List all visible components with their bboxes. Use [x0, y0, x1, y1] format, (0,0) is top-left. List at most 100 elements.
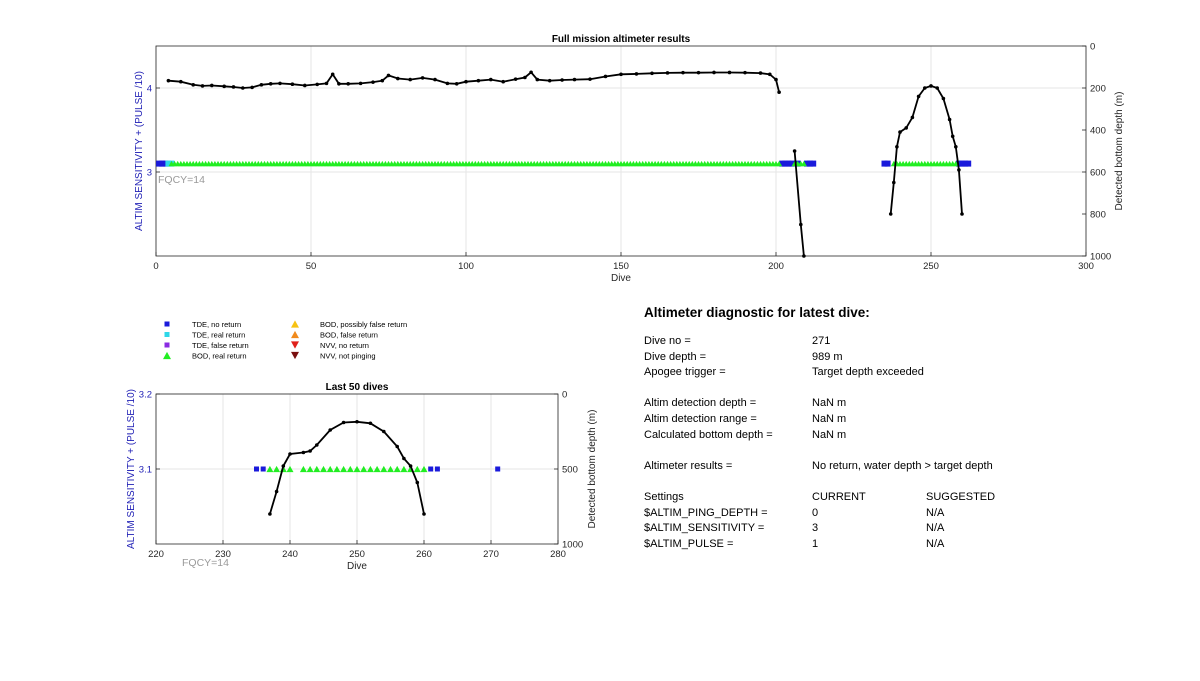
y-tick-label-left: 4 [147, 84, 152, 95]
apogee-depth-point [792, 149, 797, 153]
legend-marker-triangle-up [163, 351, 171, 360]
tde-no-return-marker [428, 466, 434, 472]
y-tick-label-left: 3.1 [139, 465, 152, 476]
x-tick-label: 280 [550, 549, 566, 560]
y-tick-label-left: 3 [147, 168, 152, 179]
apogee-depth-point [355, 419, 359, 424]
bod-real-return-marker [340, 465, 348, 473]
x-tick-label: 50 [306, 261, 317, 272]
y-ticks-left: 3.1 3.2 [139, 390, 160, 476]
bod-real-return-marker [387, 465, 394, 473]
apogee-depth-point [328, 428, 333, 432]
full-mission-chart: 0 50 100 150 200 250 3003402004006008001000Ful… [134, 34, 1125, 284]
tde-no-return-marker [962, 160, 969, 167]
apogee-depth-point [941, 96, 946, 101]
apogee-depth-point [371, 80, 375, 84]
apogee-depth-point [529, 70, 533, 75]
legend-item: TDE, no return [164, 320, 241, 329]
y-tick-label-right: 400 [1090, 126, 1106, 137]
diag-value: NaN m [812, 428, 847, 441]
apogee-depth-point [929, 84, 933, 88]
apogee-depth-point [337, 82, 341, 86]
diagnostic-panel: Altimeter diagnostic for latest dive: Di… [644, 305, 1184, 553]
diag-label: Apogee trigger = [644, 366, 726, 379]
tde-no-return-marker [788, 160, 795, 167]
apogee-depth-point [191, 83, 195, 87]
settings-header: Settings CURRENT SUGGESTED [644, 491, 1184, 507]
y-tick-label-right: 1000 [1090, 252, 1111, 263]
apogee-depth-point [523, 75, 527, 80]
legend-label: BOD, real return [192, 352, 247, 361]
legend-label: BOD, false return [320, 331, 378, 340]
apogee-depth-point [281, 464, 286, 468]
legend-marker-square [164, 332, 170, 337]
legend-marker-triangle-down [291, 351, 299, 360]
diag-row-bottom-depth: Calculated bottom depth = NaN m [644, 429, 1184, 445]
diag-row-dive-depth: Dive depth = 989 m [644, 351, 1184, 367]
apogee-depth-point [895, 145, 899, 149]
apogee-depth-point [957, 168, 961, 172]
diag-value: 271 [812, 335, 831, 347]
apogee-depth-point [603, 74, 608, 79]
legend-item: BOD, false return [291, 331, 378, 340]
x-tick-label: 0 [153, 261, 158, 272]
tde-no-return-marker [782, 160, 789, 167]
y-ticks-right: 0 500 1000 [554, 390, 583, 551]
apogee-depth-point [301, 450, 306, 455]
apogee-depth-point [923, 86, 927, 90]
apogee-depth-point [960, 212, 964, 216]
tde-no-return-marker [785, 160, 792, 167]
bod-real-return-marker [299, 465, 307, 473]
apogee-depth-point [712, 70, 716, 75]
apogee-depth-point [268, 512, 272, 516]
tde-no-return-marker [495, 466, 501, 472]
diag-row-detection-depth: Altim detection depth = NaN m [644, 397, 1184, 413]
y-axis-label-left: ALTIM SENSITIVITY + (PULSE /10) [126, 389, 137, 549]
apogee-depth-point [935, 86, 939, 90]
apogee-depth-point [210, 83, 214, 88]
diag-label: Calculated bottom depth = [644, 428, 773, 441]
apogee-depth-point [303, 83, 307, 88]
apogee-depth-point [888, 212, 893, 216]
apogee-depth-point [489, 77, 493, 82]
diag-label: Dive no = [644, 335, 691, 347]
apogee-depth-point [634, 72, 639, 76]
apogee-depth-line [793, 150, 805, 257]
apogee-depth-point [368, 421, 373, 426]
apogee-depth-point [408, 77, 413, 82]
legend-marker-triangle-down [291, 341, 299, 349]
apogee-depth-point [904, 126, 908, 130]
legend-marker-square [164, 321, 170, 327]
tde-no-return-marker [159, 160, 166, 167]
y-tick-label-left: 3.2 [139, 390, 152, 401]
x-tick-label: 250 [349, 549, 365, 560]
tde-no-return-marker [162, 160, 169, 167]
tde-no-return-marker [434, 466, 440, 472]
apogee-depth-point [777, 90, 781, 94]
apogee-depth-point [330, 72, 335, 77]
apogee-depth-point [588, 77, 592, 81]
setting-current: 1 [812, 537, 819, 550]
bod-real-return-marker [373, 465, 381, 473]
tde-no-return-marker [881, 160, 888, 167]
diag-row-apogee-trigger: Apogee trigger = Target depth exceeded [644, 366, 1184, 382]
apogee-depth-point [619, 72, 623, 77]
diag-row-detection-range: Altim detection range = NaN m [644, 413, 1184, 429]
diag-value: NaN m [812, 412, 847, 425]
apogee-depth-line [168, 71, 780, 93]
apogee-depth-line [889, 84, 963, 215]
apogee-depth-point [420, 76, 425, 80]
apogee-depth-point [947, 117, 952, 122]
bod-real-return-marker [776, 160, 783, 167]
setting-suggested: N/A [926, 522, 945, 535]
apogee-depth-point [274, 489, 279, 494]
legend-item: NVV, no return [291, 341, 369, 350]
apogee-depth-point [535, 77, 540, 82]
apogee-depth-point [402, 456, 406, 461]
apogee-depth-point [259, 83, 264, 87]
apogee-depth-curves [166, 70, 964, 258]
bod-real-return-marker [313, 465, 321, 473]
apogee-depth-point [346, 82, 351, 86]
diag-value: No return, water depth > target depth [812, 459, 993, 472]
bod-real-return-marker [273, 465, 281, 473]
